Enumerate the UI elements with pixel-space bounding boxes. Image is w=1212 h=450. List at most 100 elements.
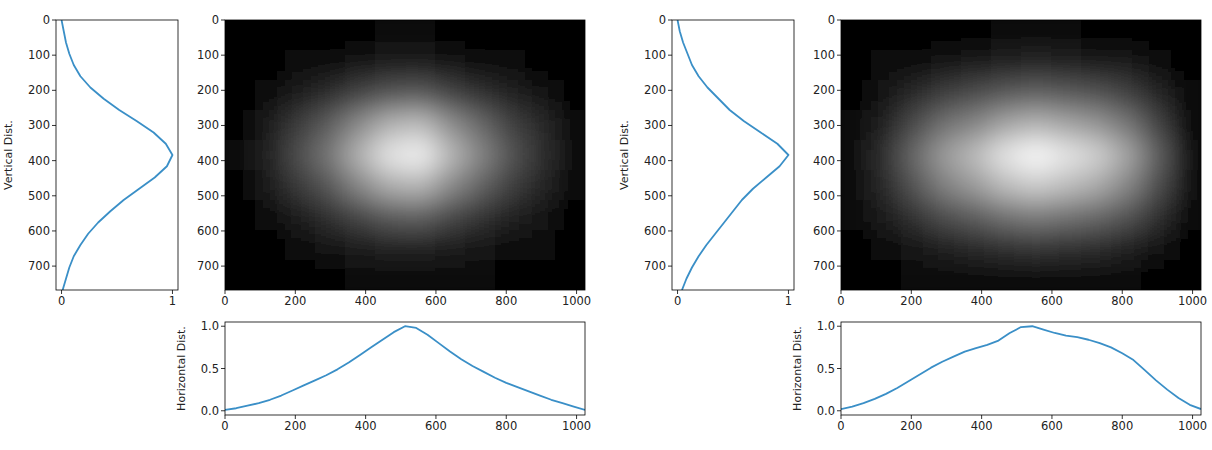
heatmap-cell [1171,200,1201,231]
y-tick [221,90,225,91]
heatmap-cell [931,170,962,201]
y-tick-label: 700 [644,259,666,273]
y-tick-label: 200 [28,83,50,97]
y-tick [837,55,841,56]
heatmap-cell [1141,230,1172,261]
plot-frame [56,20,178,290]
y-tick [837,266,841,267]
x-tick-label: 400 [355,294,377,308]
x-tick-label: 800 [1111,294,1133,308]
y-tick-label: 500 [813,189,835,203]
heatmap-cell [555,80,585,111]
distribution-line [62,20,173,290]
heatmap-cell [931,50,962,81]
heatmap-cell [871,20,902,51]
heatmap-cell [991,200,1022,231]
heatmap-cell [225,230,256,261]
heatmap-cell [555,260,585,290]
y-tick-label: 400 [28,154,50,168]
heatmap-cell [1111,110,1142,141]
heatmap-cell [841,50,872,81]
heatmap-cell [1051,110,1082,141]
heatmap-cell [555,20,585,51]
heatmap-cell [871,140,902,171]
plot-frame [225,20,585,290]
heatmap-cell [1111,170,1142,201]
distribution-line [678,20,789,290]
heatmap-cell [1081,80,1112,111]
y-tick [221,266,225,267]
y-tick [221,410,225,411]
heatmap-cell [315,110,346,141]
heatmap-cell [495,230,526,261]
heatmap-cell [225,260,256,290]
plot-area [841,20,1201,290]
heatmap-cell [961,260,992,290]
heatmap-cell [375,260,406,290]
x-tick-label: 400 [971,419,993,433]
y-tick-label: 700 [28,259,50,273]
x-tick-label: 0 [221,419,228,433]
heatmap-cell [871,50,902,81]
heatmap-cell [991,260,1022,290]
heatmap-cell [345,80,376,111]
heatmap-cell [1141,260,1172,290]
figure: 010100200300400500600700Vertical Dist.02… [0,0,1212,450]
heatmap-cell [465,230,496,261]
y-tick [668,160,672,161]
heatmap-cell [961,110,992,141]
y-tick-label: 300 [197,118,219,132]
heatmap-cell [931,230,962,261]
heatmap-cell [1171,260,1201,290]
heatmap-cell [1171,170,1201,201]
heatmap-cell [495,170,526,201]
heatmap-cell [1171,230,1201,261]
plot-area [62,20,173,290]
heatmap-cell [465,80,496,111]
heatmap-cell [375,140,406,171]
heatmap-cell [405,110,436,141]
heatmap-cell [1111,230,1142,261]
heatmap-cell [525,140,556,171]
heatmap-cell [1171,110,1201,141]
x-tick-label: 800 [495,294,517,308]
heatmap-cell [901,110,932,141]
heatmap-cell [1051,170,1082,201]
heatmap-cell [961,50,992,81]
heatmap-cell [555,200,585,231]
y-tick [52,266,56,267]
heatmap-cell [841,110,872,141]
heatmap-cell [871,260,902,290]
heatmap-cell [961,230,992,261]
heatmap-cell [901,80,932,111]
heatmap-cell [1021,260,1052,290]
heatmap-cell [931,110,962,141]
y-tick-label: 700 [197,259,219,273]
x-tick-label: 200 [900,294,922,308]
heatmap-cell [1141,80,1172,111]
heatmap-cell [1021,50,1052,81]
x-tick-label: 0 [221,294,228,308]
distribution-panel: 020040060080010000.00.51.0Horizontal Dis… [791,319,1207,433]
y-tick-label: 300 [644,118,666,132]
x-tick-label: 600 [425,294,447,308]
heatmap-cell [465,260,496,290]
y-tick [837,410,841,411]
y-tick [221,326,225,327]
heatmap-cell [435,50,466,81]
heatmap-cell [1111,80,1142,111]
heatmap-cell [375,200,406,231]
heatmap-cell [991,50,1022,81]
heatmap-cell [315,140,346,171]
y-tick [668,55,672,56]
heatmap-cell [225,20,256,51]
heatmap-cell [901,200,932,231]
heatmap-cell [315,80,346,111]
y-tick-label: 0.5 [201,362,219,376]
heatmap-cell [991,230,1022,261]
heatmap-cell [405,200,436,231]
heatmap-cell [465,200,496,231]
heatmap-cell [225,170,256,201]
heatmap-cell [465,110,496,141]
y-tick [837,160,841,161]
